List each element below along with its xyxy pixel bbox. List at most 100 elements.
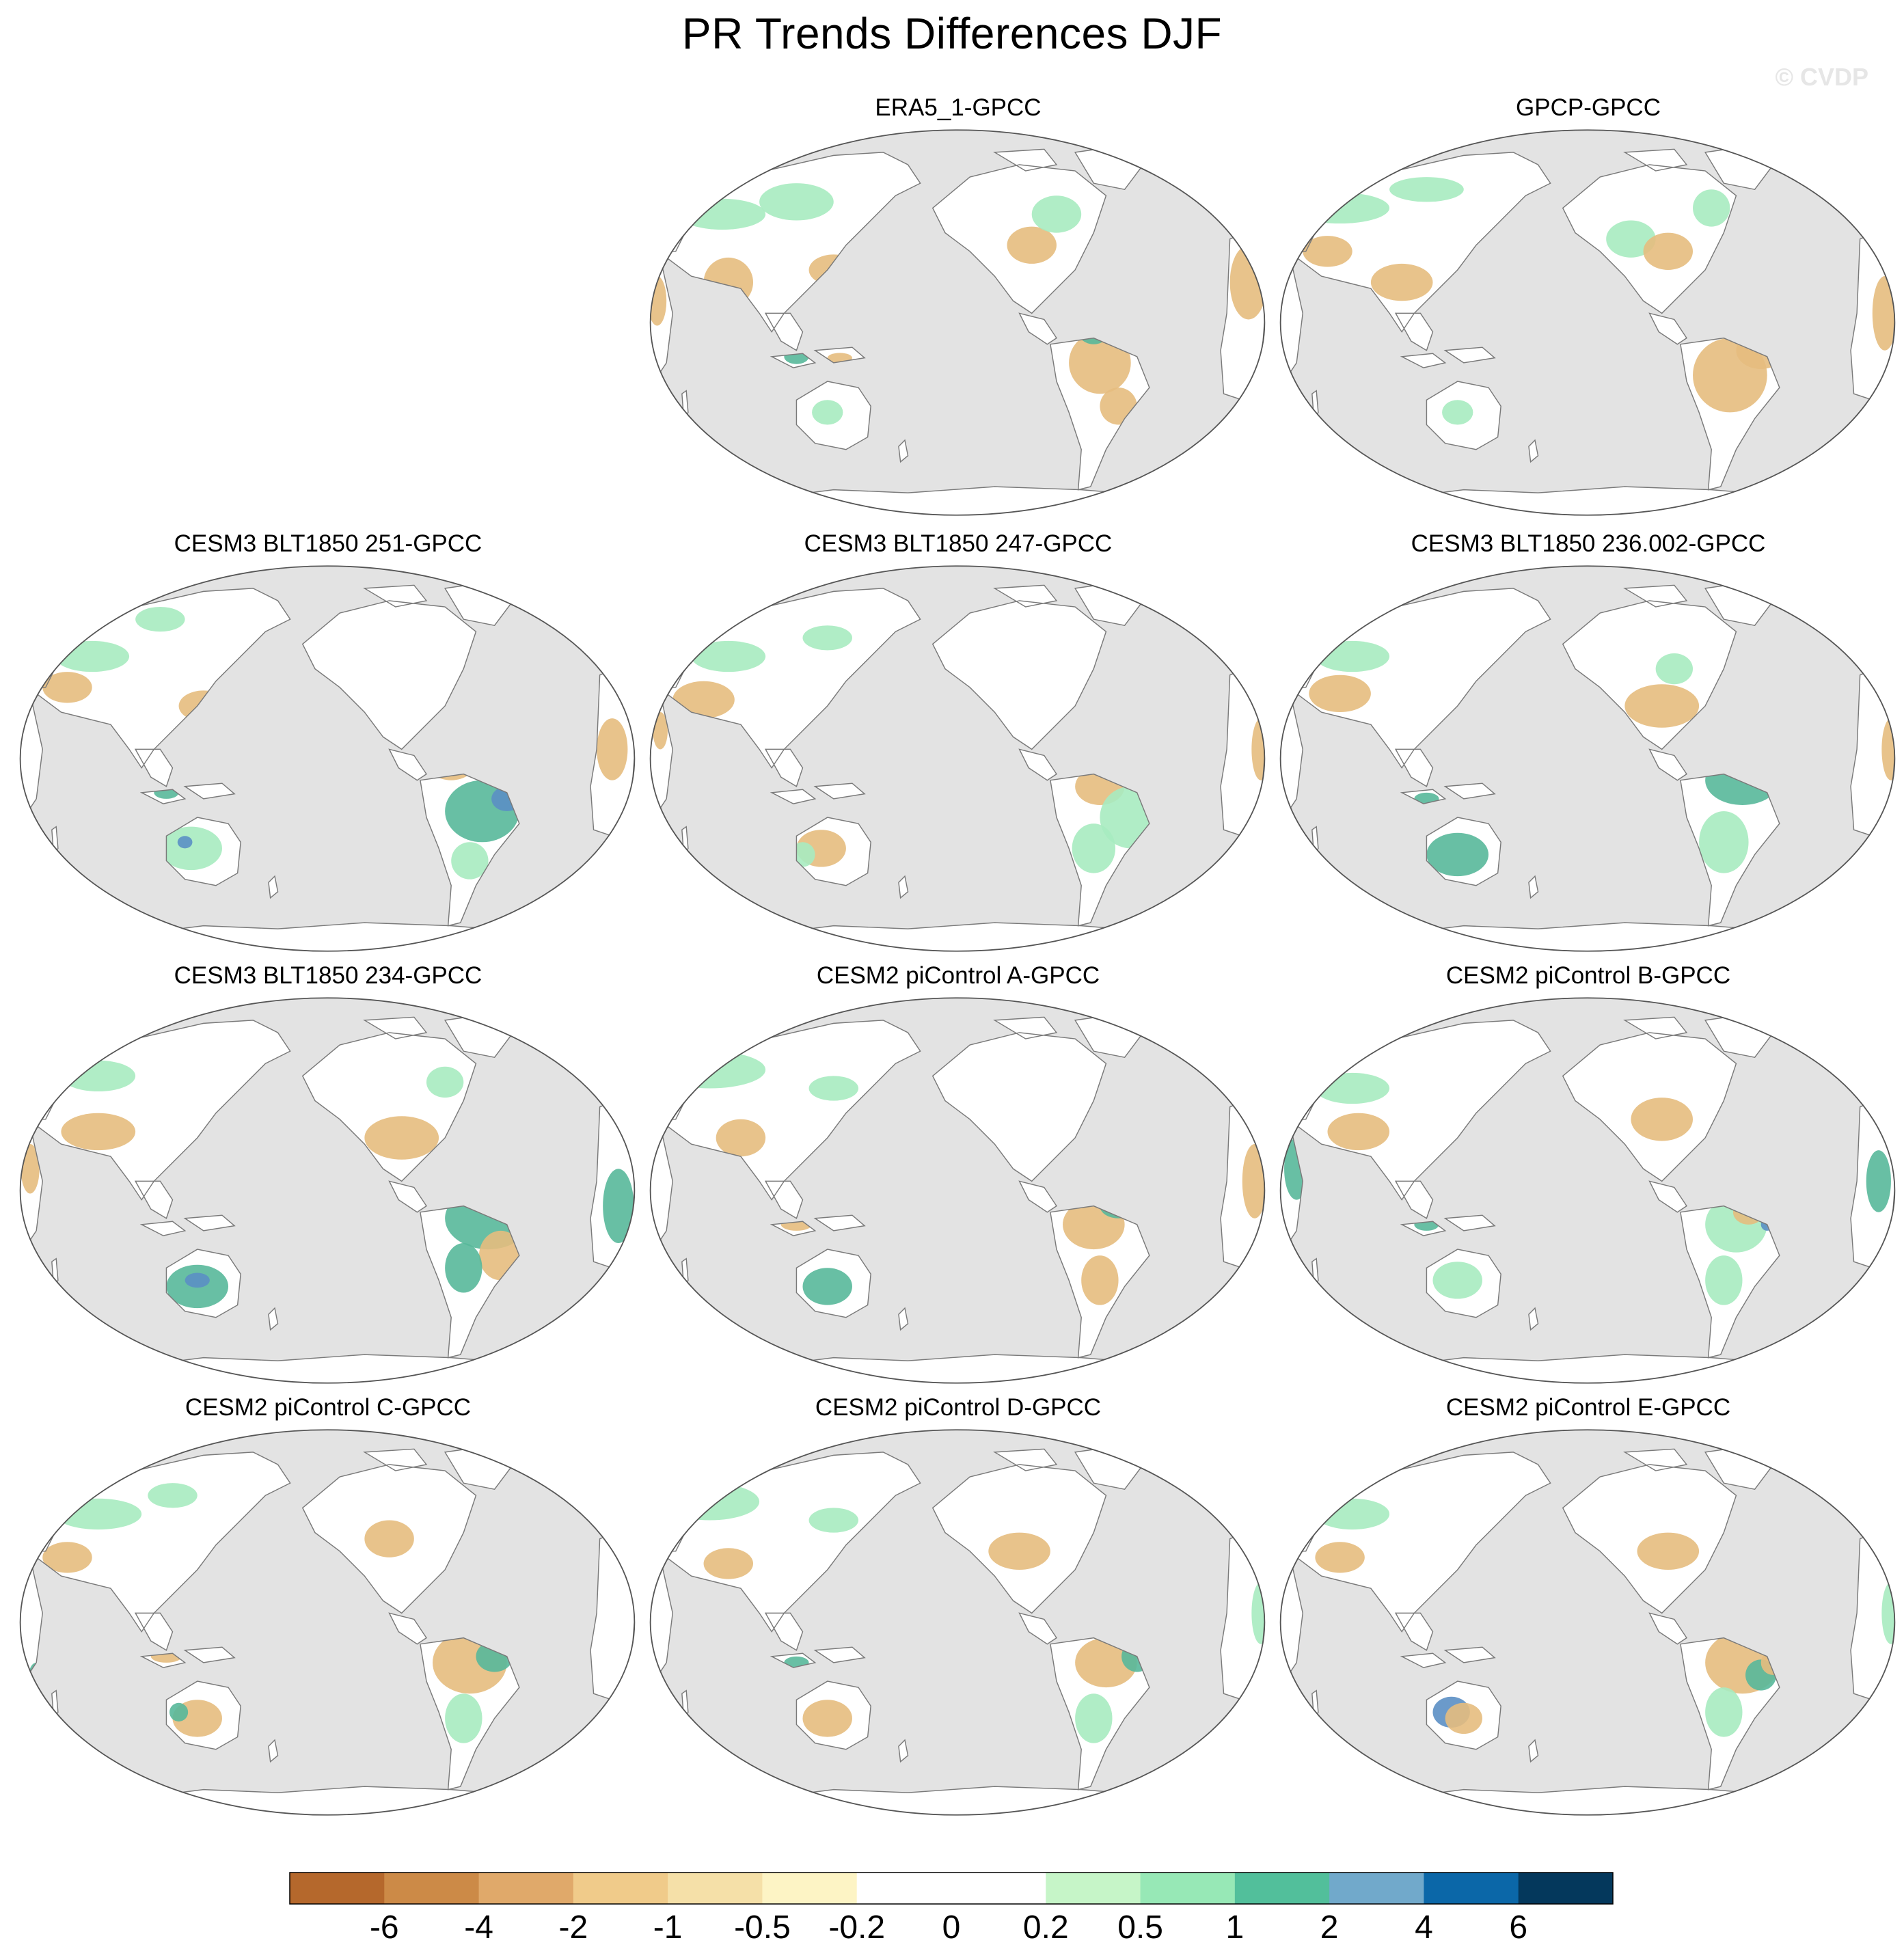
- colorbar-tick-label: -4: [464, 1909, 493, 1946]
- world-map: [1279, 129, 1896, 516]
- panel-title: CESM3 BLT1850 247-GPCC: [804, 530, 1113, 557]
- anomaly-patch: [1637, 1532, 1700, 1570]
- map-border: [1279, 997, 1896, 1384]
- world-map: [649, 997, 1266, 1384]
- anomaly-patch: [802, 1700, 852, 1737]
- anomaly-patch: [597, 718, 628, 780]
- colorbar-swatch: [1518, 1873, 1614, 1904]
- anomaly-patch: [1315, 640, 1390, 672]
- anomaly-patch: [703, 1548, 754, 1579]
- anomaly-patch: [759, 183, 834, 221]
- map-border: [649, 1429, 1266, 1816]
- anomaly-patch: [716, 1119, 766, 1157]
- panel-title: CESM3 BLT1850 236.002-GPCC: [1411, 530, 1766, 557]
- map-border: [19, 997, 636, 1384]
- colorbar-swatch: [856, 1873, 952, 1904]
- map-border: [1279, 1429, 1896, 1816]
- anomaly-patch: [185, 1272, 210, 1288]
- anomaly-patch: [169, 1702, 189, 1721]
- precip-trend-anomalies: [29, 1483, 513, 1743]
- anomaly-patch: [654, 1051, 766, 1089]
- world-map: [19, 997, 636, 1384]
- anomaly-patch: [42, 1542, 92, 1573]
- panel-title: CESM2 piControl E-GPCC: [1445, 1394, 1731, 1421]
- anomaly-patch: [1315, 1498, 1390, 1530]
- world-map: [19, 565, 636, 952]
- anomaly-patch: [1229, 245, 1265, 320]
- anomaly-patch: [603, 1169, 634, 1244]
- colorbar-swatch: [1140, 1873, 1236, 1904]
- world-map: [649, 129, 1266, 516]
- map-panel: CESM3 BLT1850 251-GPCC: [15, 530, 641, 954]
- anomaly-patch: [1315, 1072, 1390, 1104]
- map-panel: CESM3 BLT1850 236.002-GPCC: [1275, 530, 1901, 954]
- anomaly-patch: [364, 1116, 439, 1160]
- anomaly-patch: [1007, 226, 1057, 264]
- colorbar-tick-label: 0: [942, 1909, 961, 1946]
- anomaly-patch: [160, 826, 222, 871]
- map-panel: ERA5_1-GPCC: [645, 94, 1271, 518]
- anomaly-patch: [451, 842, 489, 880]
- anomaly-patch: [55, 1498, 142, 1530]
- map-border: [19, 1429, 636, 1816]
- anomaly-patch: [1426, 832, 1489, 877]
- anomaly-patch: [61, 1113, 136, 1151]
- anomaly-patch: [1251, 1582, 1265, 1644]
- anomaly-patch: [672, 681, 735, 719]
- map-border: [1279, 565, 1896, 952]
- anomaly-patch: [1327, 1113, 1390, 1151]
- anomaly-patch: [1303, 236, 1352, 267]
- anomaly-patch: [1072, 824, 1116, 873]
- colorbar-swatch: [668, 1873, 763, 1904]
- colorbar-tick-label: -2: [559, 1909, 588, 1946]
- map-border: [649, 997, 1266, 1384]
- colorbar-tick-label: -0.5: [734, 1909, 791, 1946]
- colorbar-tick-label: 0.5: [1117, 1909, 1163, 1946]
- map-border: [1279, 129, 1896, 516]
- anomaly-patch: [42, 672, 92, 703]
- anomaly-patch: [660, 1483, 760, 1521]
- anomaly-patch: [808, 1508, 859, 1533]
- anomaly-patch: [691, 640, 766, 672]
- colorbar-swatch: [478, 1873, 574, 1904]
- anomaly-patch: [1370, 263, 1433, 301]
- colorbar-swatch: [1424, 1873, 1519, 1904]
- anomaly-patch: [1699, 811, 1749, 873]
- colorbar-swatch: [951, 1873, 1046, 1904]
- anomaly-patch: [177, 836, 193, 849]
- figure-title: PR Trends Differences DJF: [681, 9, 1223, 58]
- anomaly-patch: [364, 1520, 414, 1557]
- colorbar-swatch: [290, 1873, 385, 1904]
- panel-title: ERA5_1-GPCC: [875, 94, 1042, 121]
- anomaly-patch: [1624, 684, 1700, 728]
- panel-title: CESM3 BLT1850 251-GPCC: [174, 530, 482, 557]
- colorbar-swatch: [1046, 1873, 1141, 1904]
- anomaly-patch: [1631, 1098, 1694, 1141]
- anomaly-patch: [135, 607, 185, 632]
- map-panel: CESM2 piControl C-GPCC: [15, 1394, 641, 1818]
- map-panel: CESM3 BLT1850 234-GPCC: [15, 962, 641, 1386]
- coastlines: [1280, 1013, 1895, 1383]
- coastlines: [20, 582, 635, 951]
- anomaly-patch: [1881, 718, 1895, 780]
- colorbar-tick-label: 2: [1320, 1909, 1339, 1946]
- anomaly-patch: [1309, 675, 1371, 713]
- map-panel: CESM2 piControl B-GPCC: [1275, 962, 1901, 1386]
- anomaly-patch: [812, 400, 843, 425]
- colorbar-frame: [289, 1872, 1614, 1905]
- panel-title: CESM2 piControl C-GPCC: [185, 1394, 472, 1421]
- anomaly-patch: [1075, 1693, 1113, 1743]
- anomaly-patch: [426, 1066, 464, 1098]
- panel-title: CESM2 piControl B-GPCC: [1445, 962, 1731, 989]
- map-panel: GPCP-GPCC: [1275, 94, 1901, 518]
- map-panel: CESM2 piControl A-GPCC: [645, 962, 1271, 1386]
- panel-title: GPCP-GPCC: [1516, 94, 1661, 121]
- anomaly-patch: [1606, 220, 1656, 258]
- colorbar-swatch: [573, 1873, 668, 1904]
- world-map: [649, 565, 1266, 952]
- anomaly-patch: [1389, 177, 1464, 202]
- anomaly-patch: [1705, 1687, 1743, 1737]
- map-border: [19, 565, 636, 952]
- colorbar-swatch: [384, 1873, 480, 1904]
